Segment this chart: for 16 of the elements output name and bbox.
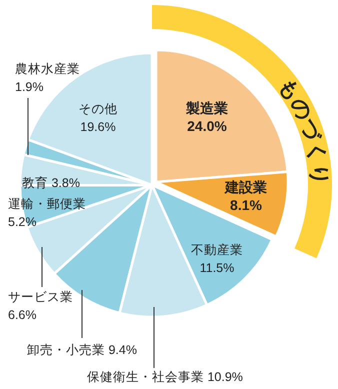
data-label: 24.0% (187, 118, 228, 134)
data-label: 19.6% (80, 120, 116, 134)
slice-label: 建設業 (224, 179, 267, 195)
data-label: 5.2% (8, 215, 36, 229)
slice-label: 農林水産業 (15, 61, 80, 76)
slice-label: 卸売・小売業 9.4% (27, 343, 137, 357)
slice-label: 製造業 (185, 100, 228, 116)
slice-label: サービス業 (8, 290, 73, 304)
slice-label: その他 (78, 102, 118, 116)
data-label: 8.1% (230, 197, 262, 213)
slice-label: 教育 3.8% (22, 175, 80, 190)
data-label: 1.9% (15, 80, 44, 94)
slice-label: 不動産業 (191, 242, 243, 257)
data-label: 6.6% (8, 308, 36, 322)
data-label: 11.5% (200, 261, 234, 275)
slice-label: 保健衛生・社会事業 10.9% (87, 370, 243, 384)
